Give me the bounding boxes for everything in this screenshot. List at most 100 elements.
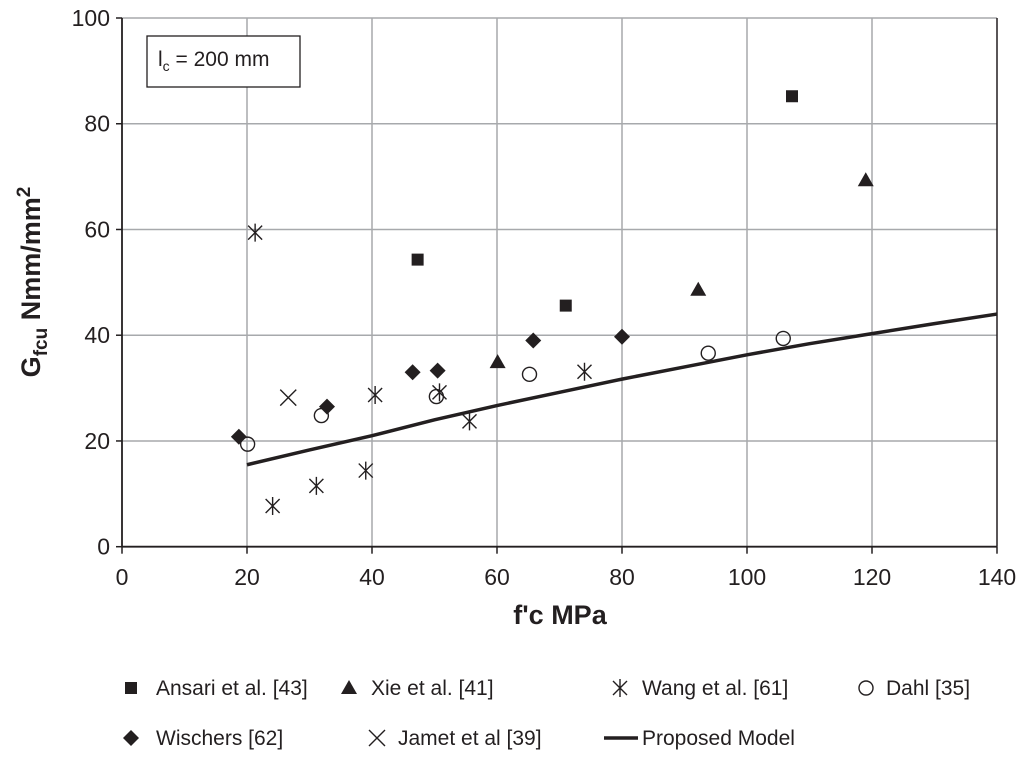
legend: Ansari et al. [43] Xie et al. [41] Wang et…: [123, 677, 970, 750]
data-point: [319, 398, 335, 415]
y-axis-label: Gfcu Nmm/mm2: [14, 187, 52, 378]
legend-marker: [341, 680, 357, 694]
data-point: [230, 428, 247, 445]
asterisk-marker: [247, 223, 263, 242]
legend-item: Proposed Model: [604, 727, 795, 750]
legend-item: Wischers [62]: [123, 727, 283, 750]
data-point: [411, 253, 424, 266]
x-marker: [279, 389, 297, 407]
y-tick-label: 20: [84, 428, 110, 454]
x-tick-label: 0: [116, 564, 129, 590]
data-point: [367, 385, 383, 404]
data-point: [700, 345, 716, 361]
legend-label: Ansari et al. [43]: [156, 677, 308, 700]
legend-marker: [125, 682, 137, 694]
diamond-marker: [230, 428, 247, 445]
x-marker: [368, 729, 386, 747]
y-tick-label: 80: [84, 111, 110, 137]
asterisk-marker: [308, 476, 324, 495]
data-point: [525, 332, 542, 349]
legend-label: Wischers [62]: [156, 727, 283, 750]
asterisk-marker: [432, 383, 447, 402]
legend-marker: [612, 679, 628, 697]
x-tick-label: 40: [359, 564, 385, 590]
square-marker: [559, 299, 572, 312]
circle-marker: [521, 366, 538, 383]
data-point: [462, 412, 477, 431]
diamond-marker: [525, 332, 542, 349]
x-tick-label: 120: [853, 564, 891, 590]
annotation-text: lc = 200 mm: [158, 48, 269, 74]
circle-marker: [239, 436, 256, 452]
asterisk-marker: [265, 496, 281, 515]
triangle-marker: [341, 680, 357, 694]
data-point: [429, 362, 446, 379]
data-point: [308, 476, 324, 495]
diamond-marker: [614, 328, 630, 345]
circle-marker: [700, 345, 716, 361]
asterisk-marker: [612, 679, 628, 697]
data-point: [239, 436, 256, 452]
tick-labels: 0 20 40 60 80 100 120 140 0 20 40 60 80 100: [72, 5, 1017, 590]
legend-marker: [858, 680, 874, 696]
legend-item: Jamet et al [39]: [368, 727, 542, 750]
triangle-marker: [489, 354, 506, 369]
legend-label: Jamet et al [39]: [398, 727, 542, 750]
square-marker: [125, 682, 137, 694]
legend-marker: [368, 729, 386, 747]
data-point: [775, 330, 791, 347]
data-marks: [230, 90, 998, 515]
legend-marker: [123, 730, 139, 746]
legend-item: Dahl [35]: [858, 677, 970, 700]
data-point: [857, 172, 874, 187]
data-point: [247, 223, 263, 242]
x-tick-label: 80: [609, 564, 635, 590]
proposed-model-line: [246, 312, 998, 467]
legend-item: Wang et al. [61]: [612, 677, 788, 700]
diamond-marker: [404, 364, 421, 381]
data-point: [432, 383, 447, 402]
legend-item: Xie et al. [41]: [341, 677, 494, 700]
data-point: [786, 90, 798, 103]
diamond-marker: [429, 362, 446, 379]
data-point: [559, 299, 572, 312]
diamond-marker: [123, 730, 139, 746]
y-tick-label: 40: [84, 322, 110, 348]
x-axis-label: f'c MPa: [513, 600, 607, 630]
circle-marker: [428, 388, 445, 405]
data-point: [265, 496, 281, 515]
square-marker: [786, 90, 798, 103]
asterisk-marker: [577, 362, 592, 381]
x-tick-label: 20: [234, 564, 260, 590]
diamond-marker: [319, 398, 335, 415]
data-point: [521, 366, 538, 383]
circle-marker: [775, 330, 791, 347]
legend-label: Wang et al. [61]: [642, 677, 788, 700]
data-point: [489, 354, 506, 369]
annotation-box: lc = 200 mm: [146, 35, 301, 88]
square-marker: [411, 253, 424, 266]
data-point: [279, 389, 297, 407]
y-tick-label: 0: [97, 534, 110, 560]
triangle-marker: [690, 281, 707, 296]
triangle-marker: [857, 172, 874, 187]
legend-label: Dahl [35]: [886, 677, 970, 700]
x-tick-label: 100: [728, 564, 766, 590]
grid: [116, 17, 998, 554]
asterisk-marker: [367, 385, 383, 404]
data-point: [614, 328, 630, 345]
legend-item: Ansari et al. [43]: [125, 677, 308, 700]
data-point: [404, 364, 421, 381]
circle-marker: [858, 680, 874, 696]
data-point: [358, 461, 374, 480]
legend-label: Xie et al. [41]: [371, 677, 494, 700]
asterisk-marker: [358, 461, 374, 480]
data-point: [428, 388, 445, 405]
data-point: [577, 362, 592, 381]
x-tick-label: 60: [484, 564, 510, 590]
y-tick-label: 100: [72, 5, 110, 31]
asterisk-marker: [462, 412, 477, 431]
legend-label: Proposed Model: [642, 727, 795, 750]
y-tick-label: 60: [84, 216, 110, 242]
